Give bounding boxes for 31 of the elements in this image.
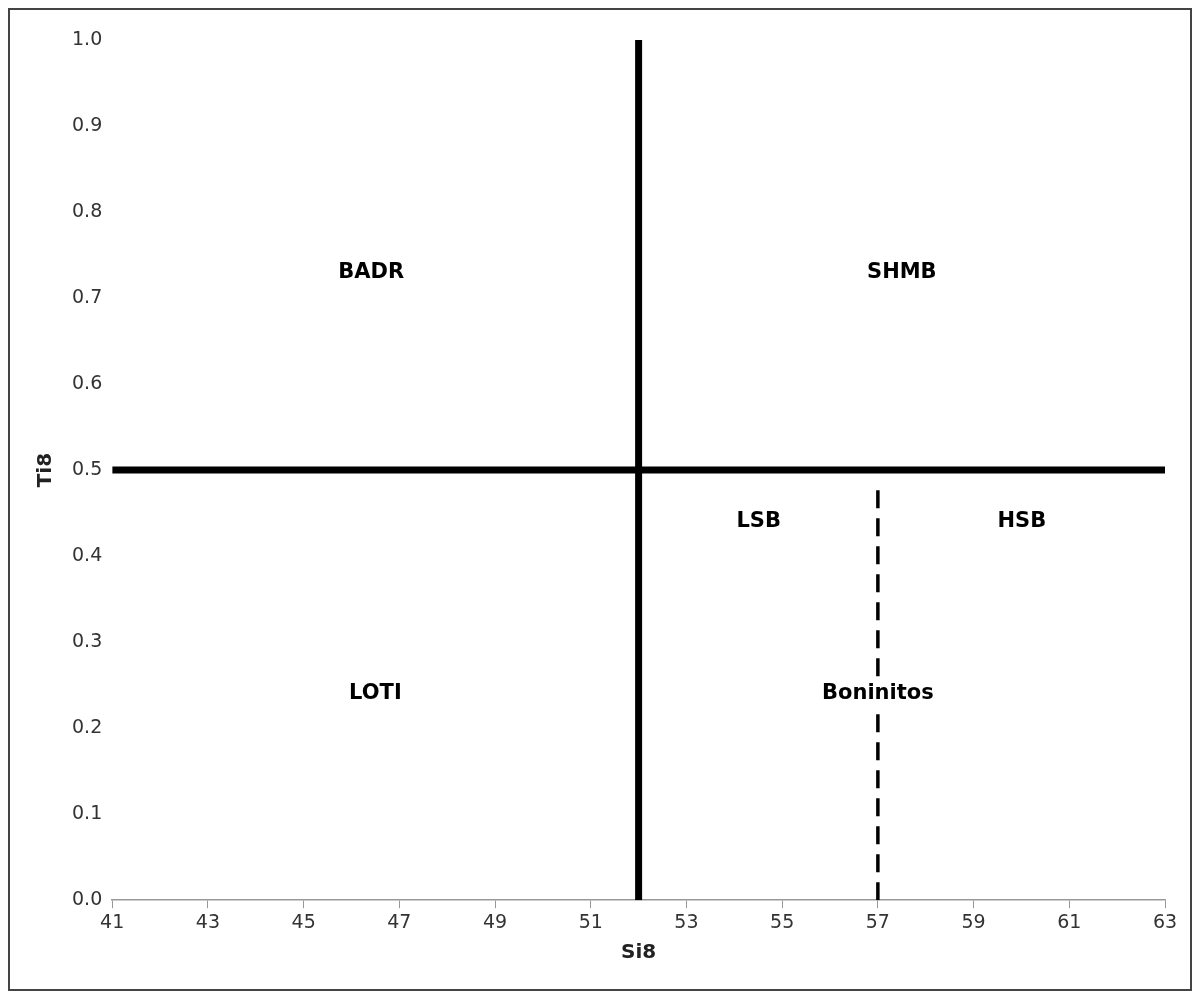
x-tick-label: 41	[100, 909, 125, 932]
y-axis-title: Ti8	[32, 452, 57, 488]
annotation: LOTI	[349, 680, 402, 705]
x-tick-label: 51	[578, 909, 603, 932]
y-tick-label: 0.2	[72, 715, 103, 738]
x-tick-label: 61	[1057, 909, 1082, 932]
y-tick-label: 0.9	[72, 112, 103, 135]
y-tick-label: 0.6	[72, 371, 103, 394]
x-tick-label: 45	[291, 909, 316, 932]
x-tick-label: 53	[674, 909, 699, 932]
x-tick-label: 63	[1152, 909, 1178, 932]
x-tick-label: 59	[961, 909, 986, 932]
annotation: HSB	[997, 508, 1047, 533]
y-tick-label: 0.3	[72, 629, 103, 652]
y-tick-label: 0.1	[72, 801, 103, 824]
annotation: Boninitos	[822, 680, 934, 705]
y-tick-label: 1.0	[72, 26, 103, 49]
y-tick-label: 0.4	[72, 543, 103, 566]
x-tick-label: 47	[387, 909, 412, 932]
x-tick-label: 49	[482, 909, 508, 932]
y-tick-label: 0.8	[72, 198, 103, 221]
x-tick-label: 57	[865, 909, 890, 932]
x-axis-title: Si8	[621, 939, 657, 964]
y-tick-label: 0.7	[72, 285, 103, 307]
annotation: LSB	[736, 508, 781, 533]
x-tick-label: 55	[770, 909, 795, 932]
y-tick-label: 0.0	[72, 887, 103, 910]
annotation: BADR	[338, 258, 405, 283]
y-tick-label: 0.5	[72, 457, 103, 480]
annotation: SHMB	[867, 258, 937, 283]
x-tick-label: 43	[195, 909, 221, 932]
